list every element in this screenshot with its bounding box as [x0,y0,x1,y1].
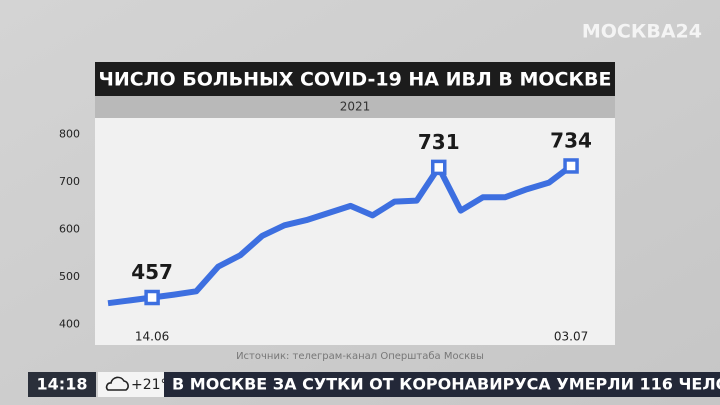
headline: В МОСКВЕ ЗА СУТКИ ОТ КОРОНАВИРУСА УМЕРЛИ… [172,375,720,394]
logo: МОСКВА24 [582,21,702,43]
point-marker [144,289,160,306]
y-tick-label: 500 [59,270,80,283]
line [107,163,573,307]
y-tick-label: 800 [59,128,80,141]
plot-area [95,118,615,345]
x-tick-label: 03.07 [554,330,588,344]
title-bar [95,62,615,96]
temperature: +21° [131,377,168,393]
subtitle-bar [95,96,615,118]
value-label: 734 [550,128,592,152]
value-label: 731 [418,130,460,154]
chart-title: ЧИСЛО БОЛЬНЫХ COVID-19 НА ИВЛ В МОСКВЕ [98,69,611,91]
point-marker [563,158,579,174]
chart-subtitle: 2021 [340,100,371,114]
y-tick-label: 400 [59,318,80,331]
headline-bar [164,372,720,397]
y-tick-label: 700 [59,175,80,188]
source: Источник: телеграм-канал Оперштаба Москв… [236,351,484,362]
value-label: 457 [131,260,173,284]
x-tick-label: 14.06 [135,330,169,344]
y-tick-label: 600 [59,223,80,236]
point-marker [431,159,447,176]
weather-box [98,372,164,397]
time: 14:18 [37,375,88,394]
time-box [28,372,96,397]
weather-icon [105,376,129,391]
